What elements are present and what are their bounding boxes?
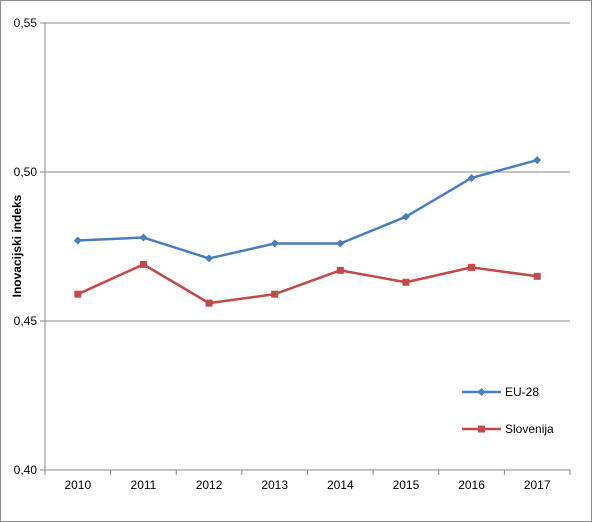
legend: EU-28 Slovenija <box>462 385 554 436</box>
data-point-slovenija <box>402 278 410 286</box>
legend-marker-slovenija <box>478 425 485 433</box>
data-point-eu-28 <box>73 236 82 245</box>
data-point-slovenija <box>205 299 213 307</box>
x-tick-label: 2017 <box>524 478 551 492</box>
data-point-eu-28 <box>336 239 345 248</box>
legend-item-slovenija: Slovenija <box>462 422 554 436</box>
x-tick-label: 2013 <box>261 478 288 492</box>
legend-label-eu-28: EU-28 <box>505 385 539 399</box>
legend-label-slovenija: Slovenija <box>505 422 554 436</box>
data-point-slovenija <box>468 263 476 271</box>
x-tick-label: 2011 <box>131 478 157 492</box>
axes <box>40 22 571 475</box>
x-tick-label: 2014 <box>327 478 354 492</box>
data-point-slovenija <box>336 266 344 274</box>
x-tick-label: 2010 <box>64 478 91 492</box>
data-point-eu-28 <box>533 156 542 165</box>
data-point-eu-28 <box>139 233 148 242</box>
data-point-slovenija <box>533 272 541 280</box>
data-series <box>73 156 542 307</box>
data-point-slovenija <box>74 290 82 298</box>
data-point-eu-28 <box>205 254 214 263</box>
data-point-eu-28 <box>270 239 279 248</box>
data-point-slovenija <box>139 260 147 268</box>
legend-item-eu-28: EU-28 <box>462 385 539 399</box>
data-point-eu-28 <box>401 212 410 221</box>
data-point-slovenija <box>271 290 279 298</box>
y-axis-label: Inovacijski indeks <box>10 194 24 297</box>
series-eu-28 <box>73 156 542 263</box>
series-line-eu-28 <box>77 158 538 260</box>
gridlines <box>45 22 570 322</box>
y-tick-labels: 0,40 0,45 0,50 0,55 <box>14 16 38 477</box>
x-tick-label: 2012 <box>196 478 223 492</box>
y-tick-label: 0,50 <box>14 165 38 179</box>
series-line-slovenija <box>77 263 538 305</box>
legend-marker-eu-28 <box>477 388 486 396</box>
y-tick-label: 0,55 <box>14 16 38 30</box>
series-slovenija <box>74 260 541 307</box>
y-tick-label: 0,45 <box>14 314 38 328</box>
data-point-eu-28 <box>467 173 476 182</box>
x-tick-labels: 2010 2011 2012 2013 2014 2015 2016 2017 <box>64 478 550 492</box>
x-tick-label: 2015 <box>393 478 420 492</box>
y-tick-label: 0,40 <box>14 463 38 477</box>
x-tick-label: 2016 <box>458 478 485 492</box>
